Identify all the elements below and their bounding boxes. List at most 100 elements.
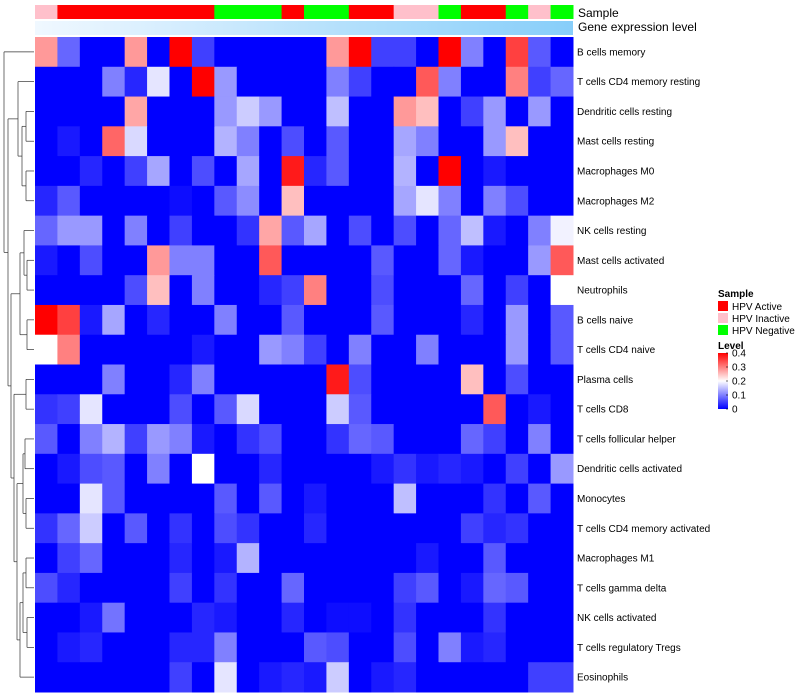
heatmap-cell [102,602,126,633]
heatmap-cell [550,424,574,455]
heatmap-cell [259,126,283,157]
heatmap-cell [528,394,552,425]
heatmap-cell [326,126,350,157]
heatmap-cell [326,156,350,187]
heatmap-cell [326,453,350,485]
heatmap-cell [371,304,395,336]
row-label: T cells CD4 naive [577,345,656,356]
heatmap-cell [169,632,193,663]
heatmap-cell [348,245,372,276]
sample-annotation-cell [35,5,58,19]
heatmap-cell [304,662,327,693]
heatmap-cell [416,156,439,187]
row-labels: B cells memory T cells CD4 memory resting… [577,47,710,683]
heatmap-cell [191,215,215,246]
heatmap-cell [304,304,327,336]
heatmap-cell [528,453,552,485]
heatmap-cell [528,245,552,276]
heatmap-cell [147,245,170,276]
heatmap-cell [147,602,170,633]
heatmap-cell [438,602,462,633]
heatmap-cell [393,453,417,485]
heatmap-cell [147,543,170,574]
heatmap-cell [57,37,81,68]
heatmap-cell [304,572,327,604]
heatmap-cell [281,275,305,306]
heatmap-cell [79,304,103,336]
heatmap-cell [236,185,260,217]
heatmap-cell [483,543,507,574]
heatmap-cell [259,483,283,514]
heatmap-cell [169,96,193,127]
sample-annotation-cell [348,5,372,19]
heatmap-cell [326,96,350,127]
heatmap-cell [102,394,126,425]
heatmap-cell [79,394,103,425]
heatmap-cell [348,602,372,633]
heatmap-cell [438,334,462,365]
heatmap-cell [169,394,193,425]
heatmap-cell [102,245,126,276]
heatmap-cell [259,424,283,455]
heatmap-cell [57,185,81,217]
heatmap-cell [528,424,552,455]
heatmap-cell [505,215,529,246]
heatmap-cell [304,245,327,276]
sample-legend-label: HPV Active [732,302,782,313]
sample-legend-title: Sample [718,289,754,300]
heatmap-cell [416,543,439,574]
heatmap-cell [191,662,215,693]
heatmap-cell [304,424,327,455]
heatmap-cell [236,364,260,395]
heatmap-cell [35,424,58,455]
heatmap-cell [550,185,574,217]
heatmap-cell [438,245,462,276]
heatmap-cell [35,364,58,395]
heatmap-cell [371,453,395,485]
heatmap-cell [124,334,148,365]
heatmap-cell [281,364,305,395]
heatmap-cell [124,513,148,544]
row-label: Dendritic cells activated [577,464,682,475]
heatmap-cell [393,483,417,514]
sample-legend-label: HPV Inactive [732,314,790,325]
heatmap-cell [169,185,193,217]
heatmap-cell [505,513,529,544]
heatmap-cell [214,275,238,306]
heatmap-cell [57,334,81,365]
sample-annotation-cell [304,5,327,19]
sample-annotation-cell [124,5,148,19]
heatmap-cell [505,156,529,187]
heatmap-cell [169,543,193,574]
heatmap-cell [191,394,215,425]
heatmap-cell [214,483,238,514]
heatmap-cell [79,602,103,633]
heatmap-cell [57,662,81,693]
heatmap-cell [304,275,327,306]
heatmap-cell [79,453,103,485]
heatmap-cell [416,185,439,217]
heatmap-cell [371,602,395,633]
heatmap-cell [169,424,193,455]
row-label: B cells memory [577,47,645,58]
heatmap-cell [102,513,126,544]
heatmap-cell [214,66,238,98]
sample-annotation-cell [326,5,350,19]
heatmap-cell [438,156,462,187]
heatmap-cell [438,66,462,98]
heatmap-cell [124,126,148,157]
heatmap-cell [147,215,170,246]
heatmap-cell [169,483,193,514]
level-colorbar [718,353,728,409]
heatmap-cell [528,513,552,544]
heatmap-cell [147,364,170,395]
heatmap-cell [460,424,484,455]
heatmap-cell [348,37,372,68]
heatmap-cell [124,304,148,336]
heatmap-cell [304,453,327,485]
column-annotations [35,5,574,35]
heatmap-cell [57,66,81,98]
heatmap-cell [57,126,81,157]
heatmap-cell [326,662,350,693]
heatmap-cell [169,215,193,246]
